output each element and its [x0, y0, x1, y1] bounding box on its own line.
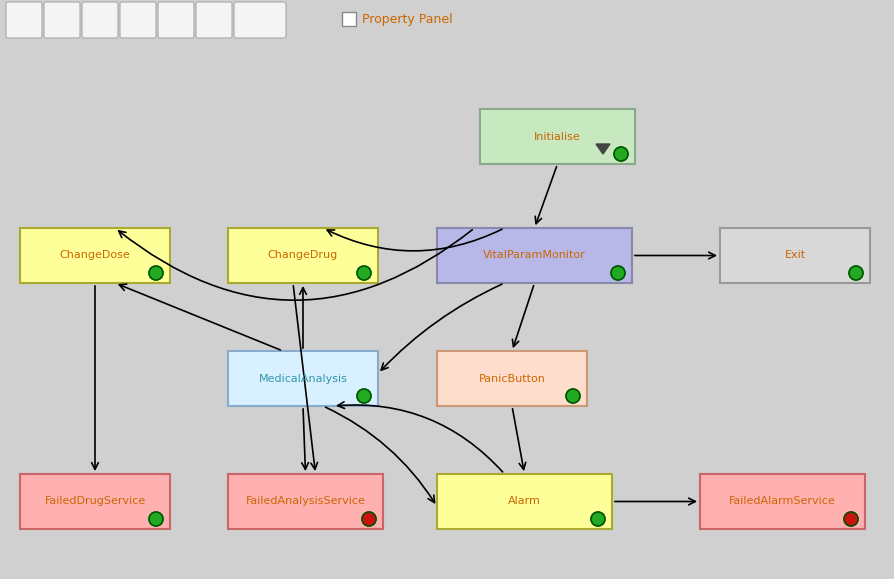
Circle shape — [357, 389, 371, 403]
FancyBboxPatch shape — [6, 2, 42, 38]
Circle shape — [357, 266, 371, 280]
FancyBboxPatch shape — [82, 2, 118, 38]
Circle shape — [149, 512, 163, 526]
FancyBboxPatch shape — [158, 2, 194, 38]
Circle shape — [611, 266, 625, 280]
FancyBboxPatch shape — [437, 351, 587, 406]
Circle shape — [362, 512, 376, 526]
Text: Alarm: Alarm — [508, 497, 541, 507]
FancyBboxPatch shape — [700, 474, 865, 529]
Text: Exit: Exit — [784, 251, 805, 261]
FancyBboxPatch shape — [234, 2, 286, 38]
Text: Property Panel: Property Panel — [362, 13, 452, 27]
FancyBboxPatch shape — [20, 474, 170, 529]
FancyBboxPatch shape — [228, 228, 378, 283]
Circle shape — [591, 512, 605, 526]
Text: FailedAlarmService: FailedAlarmService — [730, 497, 836, 507]
Text: ChangeDose: ChangeDose — [60, 251, 131, 261]
FancyBboxPatch shape — [480, 109, 635, 164]
Circle shape — [614, 147, 628, 161]
Text: ChangeDrug: ChangeDrug — [268, 251, 338, 261]
Circle shape — [566, 389, 580, 403]
Circle shape — [849, 266, 863, 280]
FancyBboxPatch shape — [120, 2, 156, 38]
Text: FailedDrugService: FailedDrugService — [45, 497, 146, 507]
Text: PanicButton: PanicButton — [478, 373, 545, 383]
FancyBboxPatch shape — [228, 474, 383, 529]
Circle shape — [149, 266, 163, 280]
FancyBboxPatch shape — [44, 2, 80, 38]
Text: Initialise: Initialise — [534, 131, 581, 141]
FancyBboxPatch shape — [228, 351, 378, 406]
FancyBboxPatch shape — [437, 228, 632, 283]
FancyBboxPatch shape — [196, 2, 232, 38]
Polygon shape — [596, 144, 610, 154]
Text: MedicalAnalysis: MedicalAnalysis — [258, 373, 348, 383]
FancyBboxPatch shape — [720, 228, 870, 283]
Text: FailedAnalysisService: FailedAnalysisService — [246, 497, 366, 507]
Bar — [342, 12, 356, 26]
Text: VitalParamMonitor: VitalParamMonitor — [483, 251, 586, 261]
FancyBboxPatch shape — [20, 228, 170, 283]
FancyBboxPatch shape — [437, 474, 612, 529]
Circle shape — [844, 512, 858, 526]
